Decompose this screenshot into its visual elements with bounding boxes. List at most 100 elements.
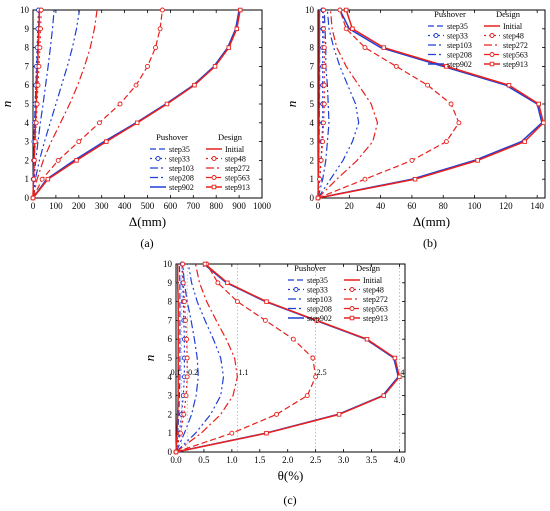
series-line-step33: [175, 263, 185, 453]
x-tick-label: 100: [49, 201, 63, 211]
legend-label: step33: [169, 154, 190, 163]
legend-label: step33: [447, 31, 468, 40]
data-point: [444, 64, 449, 69]
data-point: [310, 355, 316, 361]
y-tick-label: 3: [168, 391, 173, 401]
series-line-step208: [175, 263, 225, 453]
data-point: [234, 299, 240, 305]
data-point: [456, 120, 462, 126]
data-point: [37, 45, 43, 51]
legend-label: Initial: [363, 276, 383, 285]
data-point: [31, 176, 37, 182]
data-point: [541, 120, 546, 126]
data-point: [381, 393, 387, 398]
legend-label: step563: [225, 173, 250, 182]
y-tick-label: 6: [310, 80, 315, 90]
data-point: [304, 393, 310, 399]
data-point: [181, 411, 187, 417]
data-point: [392, 355, 398, 361]
y-tick-label: 0: [168, 447, 173, 457]
y-tick-label: 10: [20, 5, 30, 15]
x-tick-label: 3.5: [366, 455, 378, 465]
data-point: [202, 261, 208, 267]
data-point: [226, 45, 232, 50]
legend-marker: [489, 61, 495, 67]
legend-label: step35: [447, 22, 468, 31]
data-point: [159, 7, 165, 13]
chart-panel-c: 0.0 0.5 1.0 1.5 2.0 2.5 3.0 3.5 4.0 0 1 2 3 4 5 6 7 8 9 10 θ…: [142, 259, 406, 507]
reference-line-label: 4: [400, 368, 404, 377]
y-tick-label: 1: [168, 428, 173, 438]
legend-marker: [489, 52, 495, 57]
y-tick-label: 7: [310, 61, 315, 71]
data-point: [425, 82, 431, 88]
data-point: [104, 139, 109, 144]
data-point: [315, 195, 321, 201]
data-point: [314, 318, 320, 323]
x-tick-label: 80: [439, 201, 449, 211]
y-tick-label: 8: [310, 43, 315, 53]
data-point: [173, 449, 179, 455]
data-point: [337, 7, 343, 13]
data-point: [225, 280, 230, 286]
series-line-Initial: [317, 10, 321, 199]
chart-panel-b: 0 20 40 60 80 100 120 140 0 1 2 3 4 5 6 7 8 9 10 Δ(mm) n (b) P…: [284, 5, 546, 250]
legend-label: Initial: [503, 22, 523, 31]
data-point: [180, 280, 186, 286]
data-point: [30, 195, 36, 201]
legend-label: Initial: [225, 145, 245, 154]
data-point: [290, 336, 296, 342]
y-tick-label: 10: [305, 5, 315, 15]
data-point: [409, 157, 415, 163]
y-tick-label: 2: [310, 155, 315, 165]
legend-label: step48: [503, 31, 524, 40]
series-line-step208: [317, 9, 360, 199]
series-line-step48: [32, 9, 42, 199]
x-tick-label: 40: [376, 201, 386, 211]
data-point: [336, 412, 342, 417]
data-point: [321, 120, 326, 126]
data-point: [536, 101, 541, 107]
data-point: [321, 82, 327, 88]
data-point: [313, 374, 319, 380]
data-point: [318, 157, 324, 163]
data-point: [39, 176, 45, 182]
legend-header-design: Design: [218, 132, 243, 142]
panel-label: (a): [140, 236, 153, 250]
data-point: [55, 157, 61, 163]
x-tick-label: 800: [209, 201, 223, 211]
reference-line-label: 0.1: [171, 368, 181, 377]
legend-label: step272: [225, 164, 250, 173]
legend-label: step272: [363, 295, 388, 304]
y-tick-label: 1: [310, 174, 315, 184]
legend-label: step35: [169, 145, 190, 154]
legend-header-pushover: Pushover: [294, 263, 326, 273]
data-point: [181, 299, 187, 305]
y-tick-label: 0: [25, 193, 30, 203]
x-tick-label: 2.5: [310, 455, 322, 465]
data-point: [31, 157, 37, 163]
legend-label: step902: [447, 60, 472, 69]
data-point: [96, 120, 102, 126]
data-point: [145, 63, 150, 69]
legend-label: step913: [503, 60, 528, 69]
legend-label: step902: [307, 314, 332, 323]
data-point: [133, 82, 139, 88]
legend: Pushover Design step35step33step103step208…: [288, 263, 388, 323]
y-tick-label: 9: [25, 24, 30, 34]
series-line-step103: [175, 263, 199, 453]
legend-header-design: Design: [496, 9, 521, 19]
data-point: [397, 374, 402, 380]
legend-label: step48: [225, 154, 246, 163]
series-line-step208: [32, 9, 81, 199]
x-tick-label: 600: [164, 201, 178, 211]
data-point: [180, 261, 186, 267]
data-point: [183, 393, 189, 399]
series-line-step272: [317, 9, 379, 199]
legend-marker: [293, 287, 299, 292]
x-axis-label: Δ(mm): [129, 214, 166, 229]
y-tick-label: 9: [310, 24, 315, 34]
x-tick-label: 100: [468, 201, 482, 211]
series-line-step902: [32, 9, 240, 199]
legend-marker: [349, 287, 355, 292]
